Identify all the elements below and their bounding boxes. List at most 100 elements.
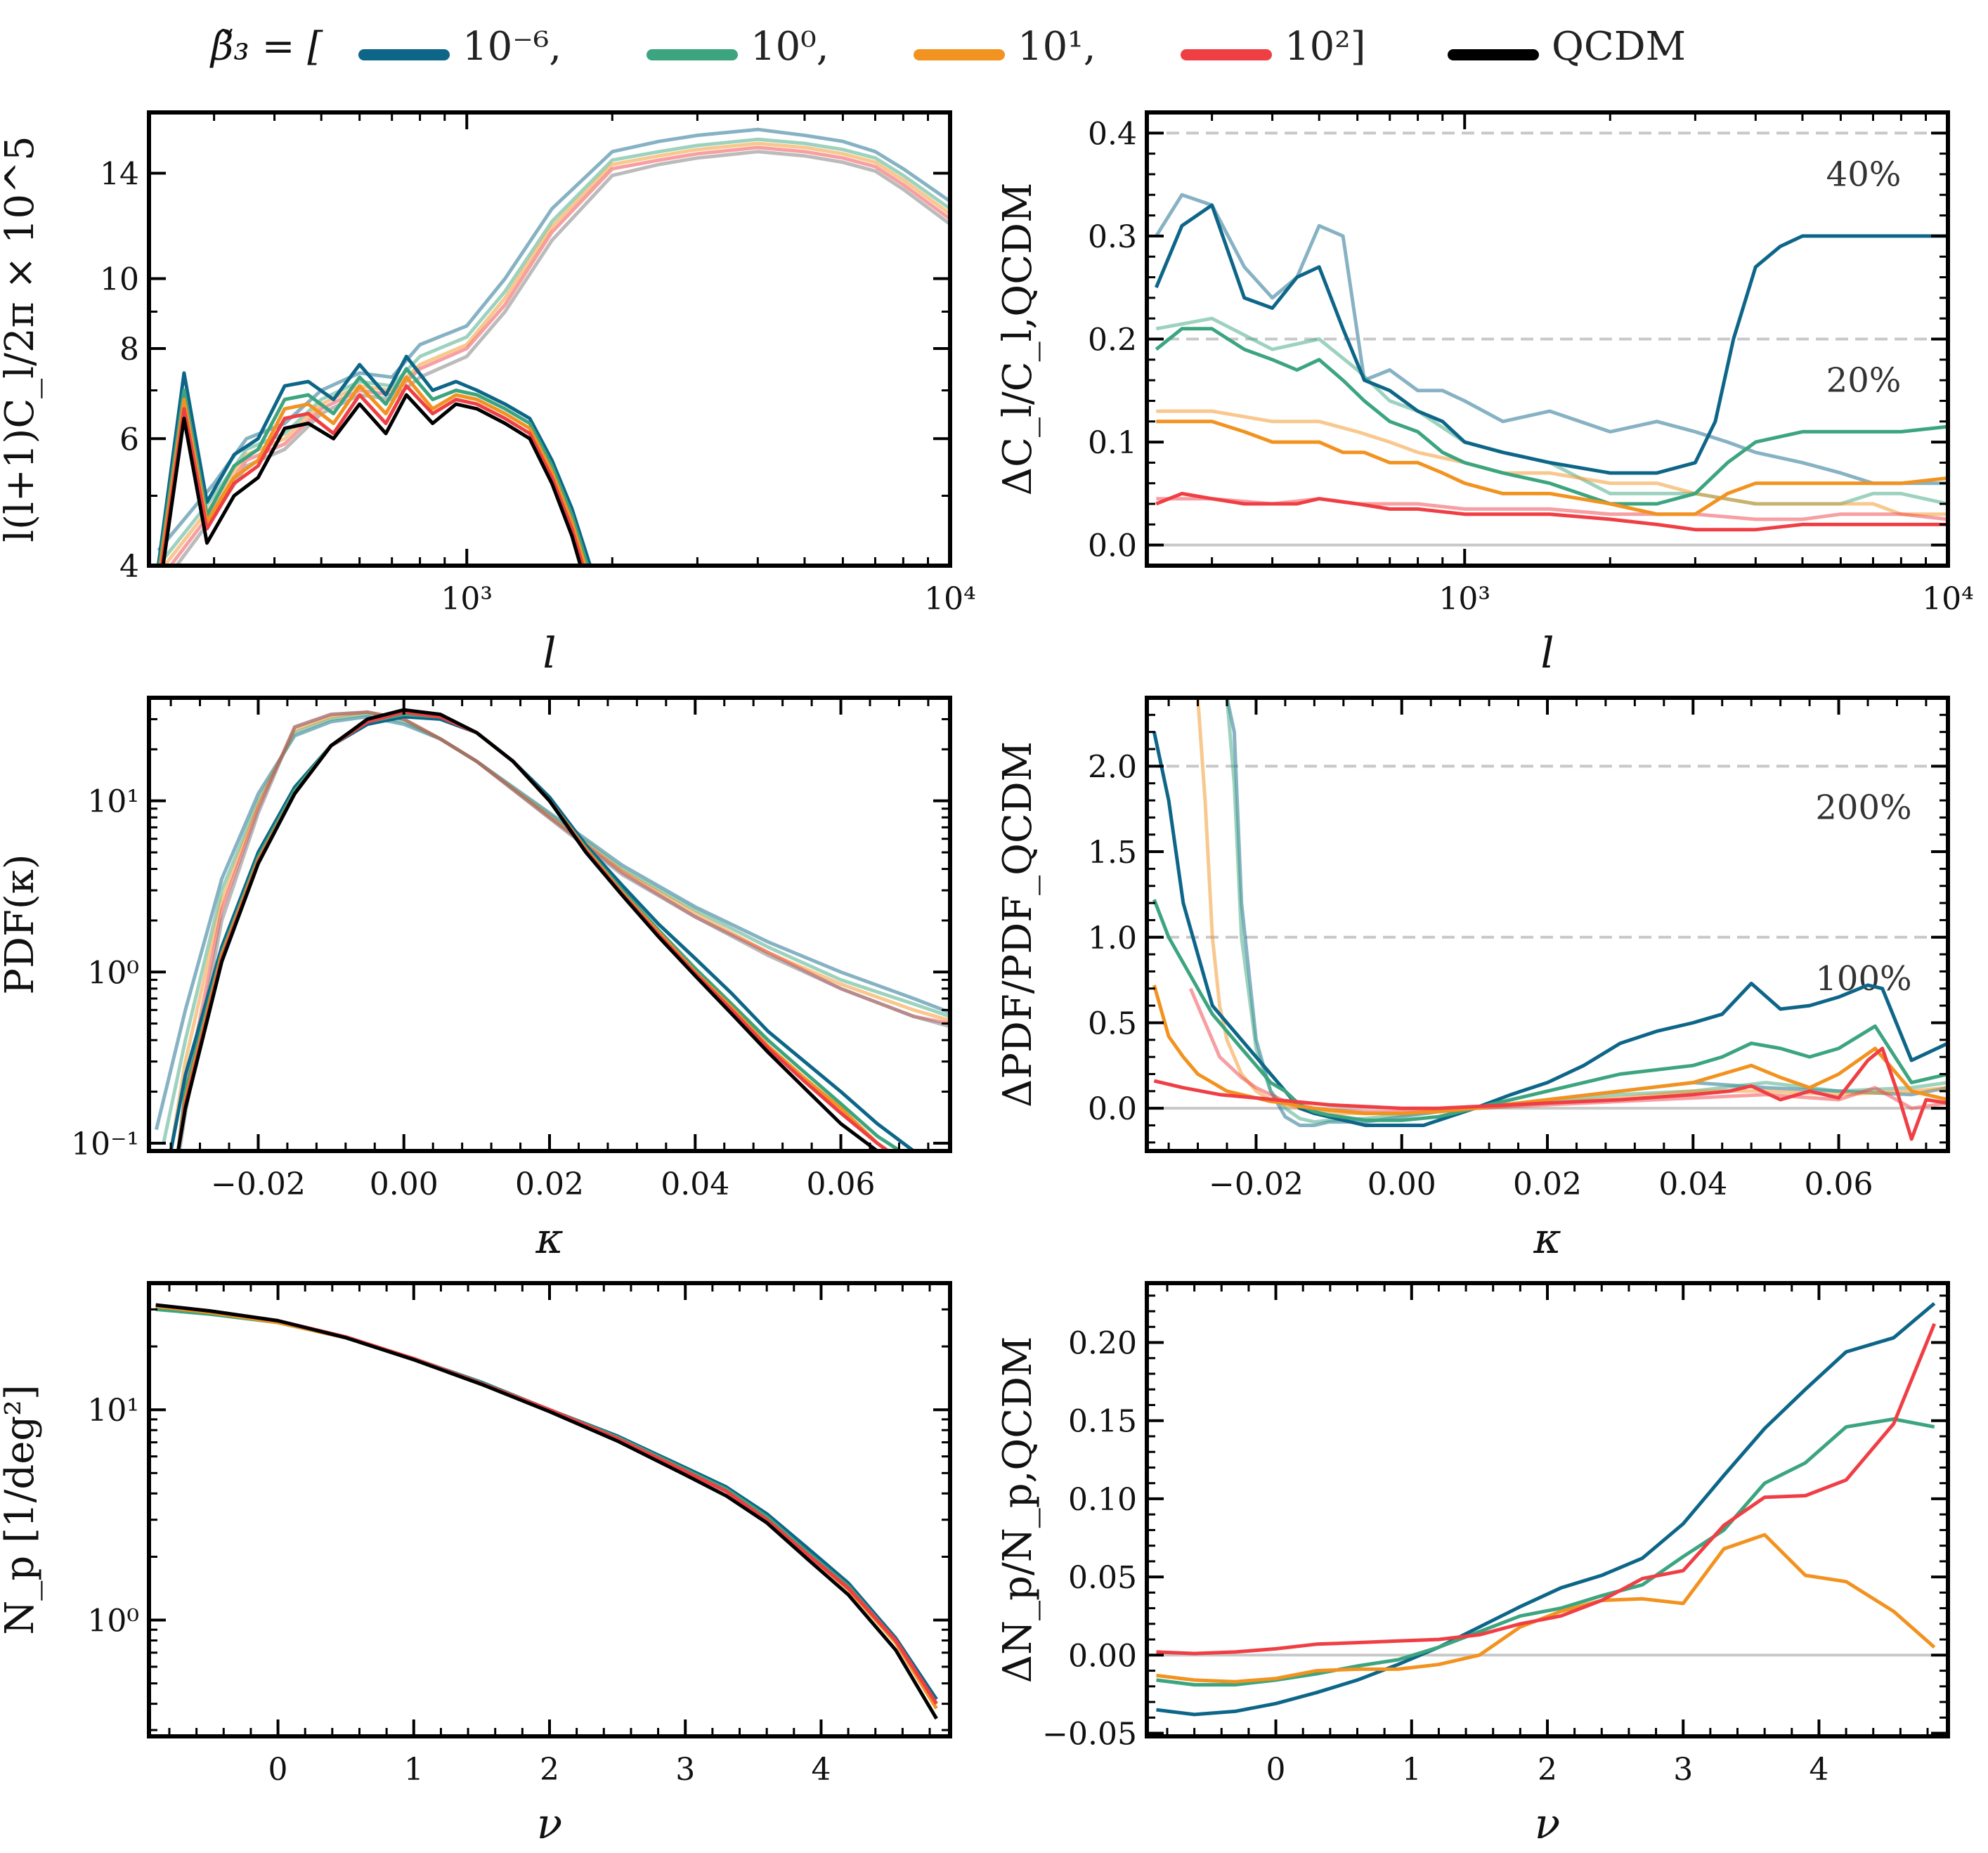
series-line-b2: [160, 384, 585, 566]
series-line-b0: [155, 1307, 938, 1705]
legend-label: 10¹,: [1018, 24, 1096, 70]
x-axis-label: l: [543, 629, 556, 678]
chart-np: 0 1 2 3 4 10⁰ 10¹ ν N_p [1/deg²]: [0, 1281, 952, 1849]
series-line-b2: [155, 1303, 938, 1705]
series-line-b6: [1152, 732, 1948, 1127]
x-tick-label: 4: [811, 1752, 831, 1788]
x-tick-label: 0.02: [515, 1166, 584, 1202]
y-tick-label: 10⁻¹: [71, 1126, 139, 1162]
y-tick-label: 0.2: [1088, 323, 1137, 358]
x-tick-label: 10³: [1438, 581, 1490, 617]
x-tick-label: 10⁴: [1922, 581, 1974, 617]
x-tick-label: 0.00: [1367, 1166, 1436, 1202]
series-line-b0: [157, 367, 590, 566]
series-line-qcdm: [161, 393, 583, 566]
y-axis-label: l(l+1)C_l/2π × 10^5: [0, 136, 43, 542]
series-line-qcdm: [155, 1303, 938, 1720]
series-line-b6-faint: [1155, 193, 1948, 486]
series-line-b6-faint: [154, 715, 950, 1131]
y-tick-label: 0.05: [1068, 1560, 1137, 1596]
x-tick-label: 0.00: [370, 1166, 438, 1202]
x-tick-label: −0.02: [211, 1166, 306, 1202]
y-tick-label: 6: [119, 422, 139, 457]
series-line-b2-faint: [1156, 497, 1948, 521]
x-tick-label: 0: [1266, 1752, 1286, 1788]
legend: β̃₃ = [ 10⁻⁶, 10⁰, 10¹, 10²] QCDM: [0, 13, 1988, 90]
x-tick-label: 0.02: [1513, 1166, 1582, 1202]
series-line-b6: [1154, 203, 1948, 475]
chart-dpdf: 200% 100% −0.02 0.00 0.02 0.04 0.06 0.0 0.5 1.0 1.…: [995, 696, 1950, 1263]
y-axis-label: ΔPDF/PDF_QCDM: [995, 741, 1041, 1107]
series-line-b0: [1155, 327, 1948, 506]
axes-frame: [1145, 1281, 1950, 1738]
y-tick-label: 14: [100, 157, 139, 193]
series-line-b1: [1152, 984, 1948, 1115]
x-tick-label: 3: [675, 1752, 695, 1788]
y-tick-label: 8: [119, 332, 139, 368]
series-line-b2: [1156, 1322, 1937, 1656]
percent-label: 200%: [1815, 788, 1911, 827]
series-line-b0: [1152, 899, 1948, 1122]
x-tick-label: 0.04: [1658, 1166, 1727, 1202]
legend-label: 10⁰,: [751, 24, 829, 70]
x-axis-label: ν: [1535, 1800, 1560, 1849]
y-tick-label: 0.5: [1088, 1006, 1137, 1041]
series-line-b0-faint: [157, 137, 950, 566]
x-tick-label: −0.02: [1209, 1166, 1304, 1202]
x-tick-label: 2: [1538, 1752, 1557, 1788]
y-axis-label: ΔN_p/N_p,QCDM: [995, 1337, 1041, 1684]
series-line-b2: [1155, 491, 1948, 532]
legend-swatch: [358, 49, 450, 60]
series-line-qcdm-faint: [174, 150, 950, 566]
series-line-b6: [156, 354, 592, 566]
y-tick-label: 0.0: [1088, 1091, 1137, 1127]
axes-frame: [147, 1281, 952, 1738]
y-tick-label: 1.5: [1088, 835, 1137, 871]
legend-label: QCDM: [1552, 24, 1686, 70]
series-line-b6: [155, 1304, 938, 1701]
series-line-b2: [1153, 1046, 1948, 1141]
legend-swatch: [647, 49, 738, 60]
legend-prefix: β̃₃ = [: [211, 24, 323, 70]
legend-swatch: [1448, 49, 1539, 60]
series-line-qcdm: [176, 708, 881, 1151]
y-tick-label: 0.00: [1068, 1638, 1137, 1674]
y-tick-label: −0.05: [1042, 1717, 1137, 1753]
chart-pdf: −0.02 0.00 0.02 0.04 0.06 10⁻¹ 10⁰ 10¹ κ PDF(κ): [0, 696, 952, 1263]
chart-dnp: 0 1 2 3 4 −0.05 0.00 0.05 0.10 0.15 0.20 ν ΔN_p/N_p,…: [995, 1281, 1950, 1849]
series-line-b1: [176, 710, 891, 1151]
percent-label: 20%: [1826, 361, 1902, 401]
y-tick-label: 0.0: [1088, 528, 1137, 564]
axes-frame: [147, 110, 952, 568]
legend-swatch: [914, 49, 1005, 60]
y-tick-label: 0.1: [1088, 425, 1137, 461]
y-tick-label: 4: [119, 549, 139, 585]
y-tick-label: 10: [100, 262, 139, 298]
x-tick-label: 10³: [441, 581, 493, 617]
x-tick-label: 1: [404, 1752, 424, 1788]
x-tick-label: 4: [1809, 1752, 1828, 1788]
y-tick-label: 0.10: [1068, 1482, 1137, 1518]
y-tick-label: 1.0: [1088, 921, 1137, 956]
x-tick-label: 0.06: [1805, 1166, 1873, 1202]
series-line-qcdm-faint: [177, 710, 950, 1151]
x-axis-label: κ: [535, 1214, 563, 1263]
x-tick-label: 2: [540, 1752, 559, 1788]
series-line-b0: [176, 713, 904, 1151]
legend-label: 10⁻⁶,: [462, 24, 562, 70]
x-tick-label: 3: [1673, 1752, 1693, 1788]
percent-label: 40%: [1826, 155, 1902, 194]
series-line-b0: [1156, 1417, 1935, 1687]
legend-swatch: [1181, 49, 1272, 60]
x-tick-label: 10⁴: [924, 581, 976, 617]
series-line-b1-faint: [1156, 409, 1948, 516]
series-line-b0-faint: [162, 713, 950, 1144]
series-line-b2-faint: [168, 145, 950, 566]
chart-dcl: 40% 20% 10³ 10⁴ 0.0 0.1 0.2 0.3 0.4 l ΔC_l/C_l,QCD…: [995, 110, 1974, 678]
series-line-b1-faint: [162, 141, 950, 566]
x-axis-label: l: [1540, 629, 1554, 678]
legend-label: 10²]: [1285, 24, 1366, 70]
x-axis-label: ν: [537, 1800, 562, 1849]
